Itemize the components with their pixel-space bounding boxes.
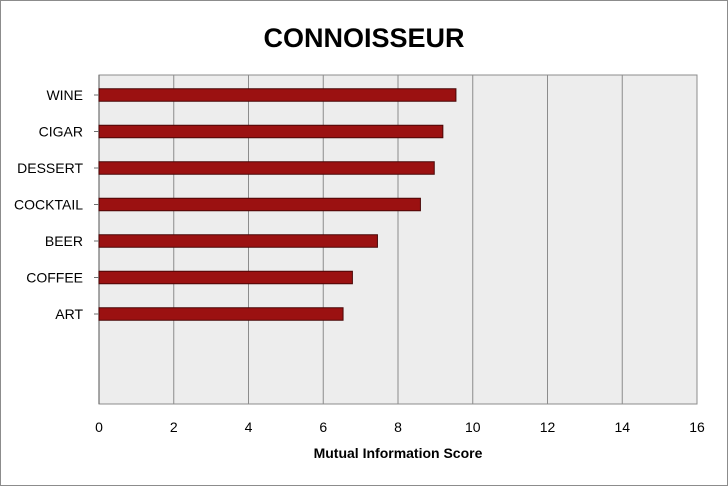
x-tick-label-8: 8 xyxy=(394,419,402,435)
category-label-cocktail: COCKTAIL xyxy=(14,197,83,213)
plot-area: 0 2 4 6 8 10 12 14 16 WINE CIGAR DESSERT COCKTAIL BEE… xyxy=(14,74,705,435)
category-label-wine: WINE xyxy=(46,87,83,103)
x-tick-label-16: 16 xyxy=(689,419,705,435)
bar-dessert xyxy=(98,161,435,175)
category-label-dessert: DESSERT xyxy=(17,160,83,176)
bar-cigar xyxy=(98,124,444,139)
x-tick-label-2: 2 xyxy=(170,419,178,435)
x-tick-label-6: 6 xyxy=(319,419,327,435)
category-label-art: ART xyxy=(55,306,83,322)
bar-beer xyxy=(98,234,378,248)
bar-wine xyxy=(98,88,457,102)
bar-coffee xyxy=(98,270,353,285)
category-label-beer: BEER xyxy=(45,233,83,249)
x-tick-label-4: 4 xyxy=(245,419,253,435)
bar-cocktail xyxy=(98,197,421,212)
x-tick-label-0: 0 xyxy=(95,419,103,435)
category-label-cigar: CIGAR xyxy=(39,124,83,140)
x-tick-label-14: 14 xyxy=(614,419,630,435)
category-label-coffee: COFFEE xyxy=(26,270,83,286)
x-tick-label-10: 10 xyxy=(465,419,481,435)
x-tick-label-12: 12 xyxy=(540,419,556,435)
chart-title: CONNOISSEUR xyxy=(263,23,464,53)
x-axis-label: Mutual Information Score xyxy=(314,445,483,461)
bar-art xyxy=(98,307,344,321)
